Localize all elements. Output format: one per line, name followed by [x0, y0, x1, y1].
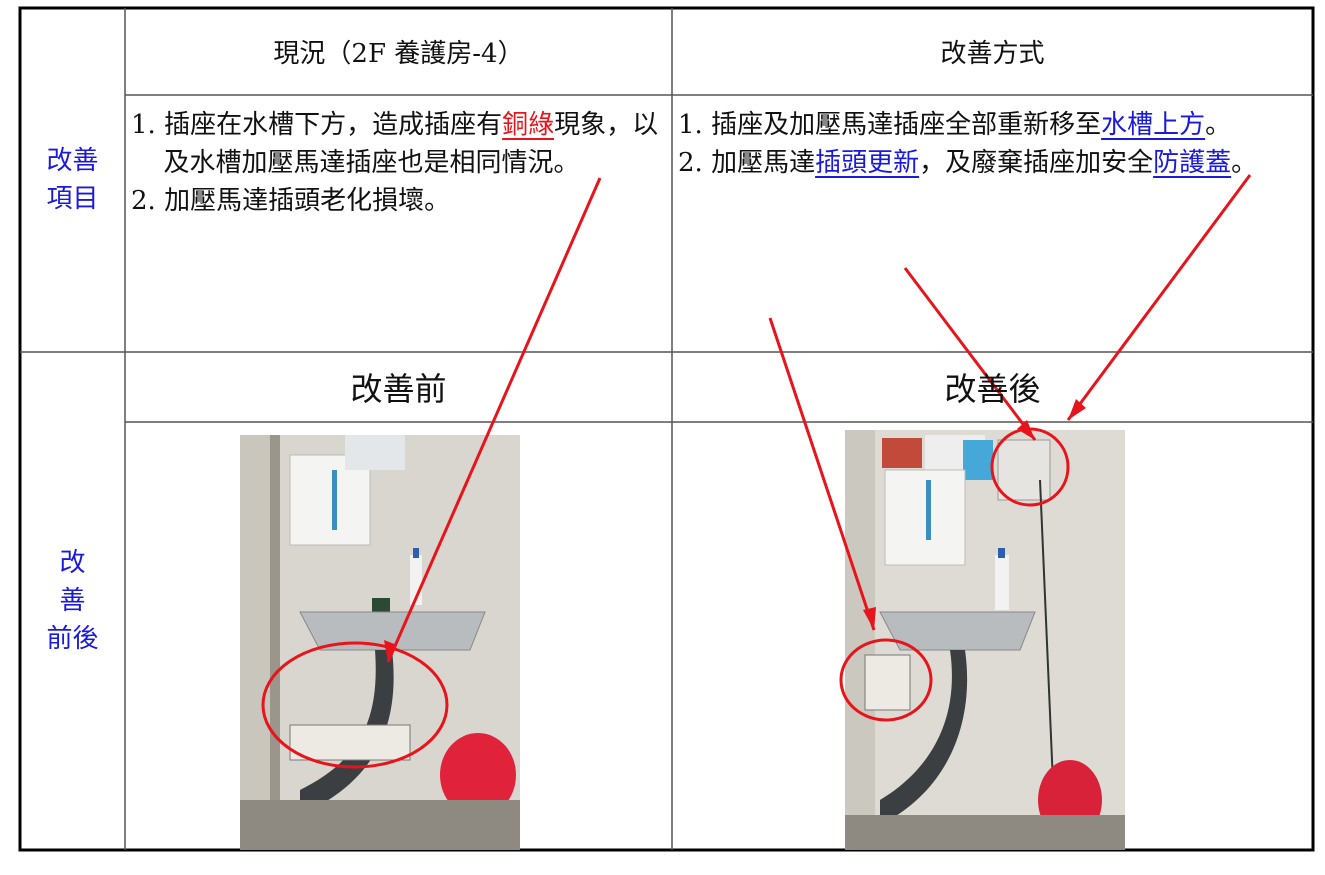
- highlight-text: 插頭更新: [815, 148, 920, 178]
- list-item: 2. 加壓馬達插頭更新，及廢棄插座加安全防護蓋。: [678, 144, 1309, 182]
- highlight-text: 防護蓋: [1153, 148, 1232, 178]
- item-text: 2. 加壓馬達: [678, 148, 816, 178]
- item-text: 2. 加壓馬達插頭老化損壞。: [131, 186, 451, 216]
- highlight-text: 銅綠: [502, 110, 555, 140]
- header-cell: 現況（2F 養護房-4）: [273, 39, 524, 69]
- item-text: 1. 插座及加壓馬達插座全部重新移至: [678, 110, 1102, 140]
- item-text: 現象，以及水槽加壓馬達插座也是相同情況。: [163, 110, 659, 178]
- header-cell: 改善方式: [940, 39, 1045, 69]
- item-text: ，及廢棄插座加安全: [919, 148, 1154, 178]
- row-label: 改善 項目: [20, 8, 125, 352]
- list-item: 1. 插座及加壓馬達插座全部重新移至水槽上方。: [678, 106, 1309, 144]
- list-item: 1. 插座在水槽下方，造成插座有銅綠現象，以及水槽加壓馬達插座也是相同情況。: [131, 106, 668, 182]
- photo-before: [240, 435, 520, 850]
- photo-header: 改善後: [944, 370, 1041, 408]
- photo-header: 改善前: [350, 370, 447, 408]
- row-label: 改善前後: [20, 352, 125, 850]
- current-items: 1. 插座在水槽下方，造成插座有銅綠現象，以及水槽加壓馬達插座也是相同情況。 2.…: [125, 100, 672, 350]
- improvement-items: 1. 插座及加壓馬達插座全部重新移至水槽上方。 2. 加壓馬達插頭更新，及廢棄插座…: [672, 100, 1313, 350]
- label-line: 改: [59, 548, 86, 578]
- label-line: 改善: [46, 146, 99, 176]
- label-line: 善: [59, 586, 86, 616]
- item-text: 。: [1231, 148, 1258, 178]
- highlight-text: 水槽上方: [1101, 110, 1206, 140]
- list-item: 2. 加壓馬達插頭老化損壞。: [131, 182, 668, 220]
- item-text: 。: [1205, 110, 1232, 140]
- label-line: 項目: [46, 184, 99, 214]
- label-line: 前後: [46, 624, 99, 654]
- item-text: 1. 插座在水槽下方，造成插座有: [131, 110, 503, 140]
- annotations: [261, 174, 1252, 769]
